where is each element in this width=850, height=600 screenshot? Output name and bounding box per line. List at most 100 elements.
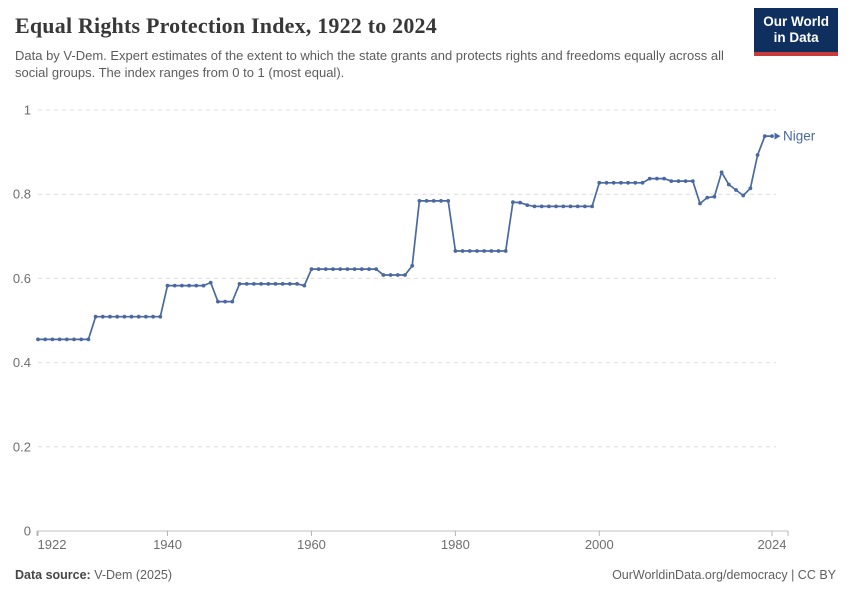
data-point [655, 176, 659, 181]
data-point [187, 283, 192, 288]
data-point [424, 199, 429, 203]
data-point [259, 282, 263, 286]
data-point [726, 182, 731, 187]
data-point [323, 267, 328, 271]
data-point [683, 179, 688, 184]
owid-logo: Our World in Data [754, 8, 838, 56]
data-series-niger: Niger [36, 129, 816, 342]
data-point [453, 249, 458, 253]
gridlines [38, 109, 776, 448]
data-point [100, 314, 105, 319]
owid-logo-line1: Our World [763, 14, 829, 29]
data-point [611, 180, 616, 185]
y-tick-label: 0.2 [13, 439, 31, 454]
data-point [302, 283, 307, 288]
data-point [108, 314, 112, 319]
data-point [273, 282, 278, 286]
data-source: Data source: V-Dem (2025) [15, 568, 172, 582]
y-axis-labels: 0 0.2 0.4 0.6 0.8 1 [13, 103, 31, 539]
data-point [43, 337, 48, 342]
data-point [151, 314, 156, 319]
data-point [345, 267, 350, 271]
data-point [165, 283, 170, 288]
data-point [640, 180, 645, 185]
data-point [230, 299, 235, 304]
chart-subtitle: Data by V-Dem. Expert estimates of the e… [15, 48, 724, 81]
data-point [503, 249, 508, 253]
data-point [719, 170, 724, 175]
data-point [72, 337, 76, 342]
niger-line [38, 135, 772, 341]
y-tick-label: 0.6 [13, 271, 31, 286]
data-point [64, 337, 69, 342]
data-point [388, 273, 393, 277]
data-point [122, 314, 127, 319]
data-point [583, 204, 587, 209]
data-point [676, 179, 681, 184]
data-point [352, 267, 357, 271]
data-point [216, 299, 220, 304]
data-point [367, 267, 371, 271]
data-point [86, 337, 91, 342]
data-point [669, 179, 674, 184]
data-point [532, 204, 537, 209]
data-point [403, 273, 407, 277]
data-point [698, 201, 702, 206]
data-point [511, 200, 515, 205]
data-point [496, 249, 501, 253]
data-point [489, 249, 494, 253]
data-point [619, 180, 623, 185]
owid-logo-line2: in Data [773, 30, 819, 46]
data-point [338, 267, 343, 271]
data-point [237, 282, 242, 286]
data-point [575, 204, 580, 209]
data-point [295, 282, 299, 286]
data-point [439, 199, 443, 203]
data-point [755, 153, 760, 157]
entity-label: Niger [783, 129, 816, 144]
data-point [194, 283, 199, 288]
line-end-arrow-icon [774, 132, 781, 140]
y-tick-label: 0 [24, 524, 31, 539]
data-point [626, 180, 630, 185]
y-tick-label: 0.4 [13, 355, 31, 370]
data-point [525, 203, 530, 208]
data-point [734, 188, 738, 192]
data-point [446, 199, 451, 203]
data-point [417, 199, 422, 203]
data-point [115, 314, 120, 319]
data-point [331, 267, 335, 271]
data-point [374, 267, 379, 271]
data-point [748, 186, 753, 191]
data-point [590, 204, 594, 209]
data-point [158, 314, 163, 319]
data-point [50, 337, 55, 342]
data-point [604, 180, 609, 185]
data-point [79, 337, 84, 342]
y-tick-label: 1 [24, 103, 31, 118]
x-tick-label: 1960 [297, 537, 326, 552]
data-point [554, 204, 558, 209]
data-point [57, 337, 62, 342]
x-axis: 1922 1940 1960 1980 2000 2024 [36, 530, 789, 552]
data-point [741, 193, 746, 198]
data-point [129, 314, 134, 319]
data-point [475, 249, 479, 253]
data-point [309, 267, 314, 271]
data-point [395, 273, 400, 277]
data-point [288, 282, 292, 286]
data-point [172, 283, 177, 288]
data-point [266, 282, 271, 286]
x-tick-label: 2024 [758, 537, 787, 552]
data-point [144, 314, 148, 319]
data-point [518, 200, 522, 205]
data-point [460, 249, 465, 253]
x-tick-label: 1922 [38, 537, 67, 552]
data-point [180, 283, 184, 288]
data-point [561, 204, 566, 209]
data-point [647, 176, 652, 181]
data-point [633, 180, 638, 185]
data-point [36, 337, 40, 342]
data-point [467, 249, 472, 253]
